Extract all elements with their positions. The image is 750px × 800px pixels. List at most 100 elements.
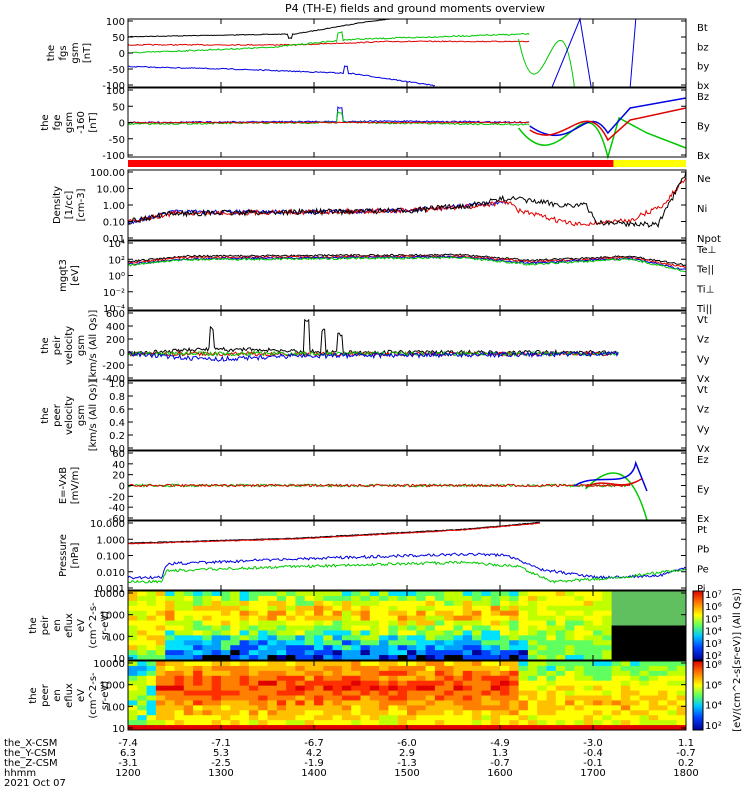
spec-cell [407,715,417,721]
spec-cell [230,690,241,696]
spec-cell [146,620,157,626]
spec-cell [202,705,213,711]
spec-cell [537,690,547,696]
spec-cell [397,690,408,696]
spec-cell [155,591,166,597]
spec-cell [630,720,640,726]
spec-cell [388,685,399,692]
spec-cell [304,640,315,646]
spec-cell [630,695,640,701]
spec-cell [462,705,473,711]
spec-cell [211,630,222,636]
spec-cell [388,670,399,677]
spec-cell [518,715,529,721]
spec-cell [258,700,268,706]
ytick-label: -100 [102,151,125,162]
spec-cell [472,661,482,667]
spec-cell [676,591,687,597]
spec-cell [462,695,473,701]
spec-cell [648,670,659,677]
spec-cell [611,655,622,661]
spec-cell [193,625,203,631]
spec-cell [341,665,352,672]
axis-row-value: 1400 [301,768,326,779]
ylabel-line: en [52,689,63,702]
spec-cell [620,695,631,701]
spec-cell [351,710,361,716]
spec-cell [658,661,668,667]
spec-cell [583,725,594,731]
spec-cell [639,591,650,597]
spec-cell [639,720,650,726]
spec-cell [490,720,501,726]
spec-cell [174,700,185,706]
axis-row-value: 2.9 [399,748,415,759]
spec-cell [509,605,520,612]
spec-cell [397,600,408,607]
spec-cell [565,680,575,687]
spec-cell [183,645,194,651]
spec-cell [369,591,380,597]
spec-cell [593,661,603,667]
ytick-label: 50 [112,33,125,44]
spec-cell [360,605,371,612]
spec-cell [221,591,231,597]
spec-cell [565,725,575,731]
spec-cell [360,710,371,716]
spec-cell [500,600,510,607]
spec-cell [146,661,157,667]
spec-cell [434,661,445,667]
spec-cell [658,710,668,716]
spec-cell [341,670,352,677]
spec-cell [341,700,352,706]
spec-cell [314,655,324,661]
spec-cell [295,661,306,667]
spec-cell [211,595,222,602]
spec-cell [248,685,259,692]
spec-cell [611,680,622,687]
spec-cell [434,635,445,641]
spec-cell [286,620,296,626]
spec-cell [155,620,166,626]
spec-cell [388,695,399,701]
spec-cell [258,690,268,696]
spec-cell [509,625,520,631]
spec-cell [165,705,175,711]
spec-cell [360,725,371,731]
spec-cell [453,655,464,661]
ylabel-line: peer [40,683,51,707]
spec-cell [248,680,259,687]
spec-cell [509,720,520,726]
spec-cell [248,595,259,602]
spec-cell [472,695,482,701]
spec-cell [490,610,501,617]
spec-cell [630,630,640,636]
spec-cell [165,725,175,731]
spec-cell [546,725,557,731]
spec-cell [369,630,380,636]
spec-cell [221,690,231,696]
spec-cell [304,665,315,672]
spec-cell [518,665,529,672]
spec-cell [276,650,287,656]
ytick-label: 10² [108,255,125,266]
spec-cell [230,620,241,626]
spec-cell [537,680,547,687]
spec-cell [202,591,213,597]
spec-cell [593,640,603,646]
spec-cell [211,661,222,667]
spec-cell [500,605,510,612]
spec-cell [379,715,389,721]
spec-cell [323,640,334,646]
spec-cell [174,620,185,626]
spec-cell [611,720,622,726]
spec-cell [648,720,659,726]
spec-cell [583,605,594,612]
spec-cell [676,630,687,636]
spec-cell [425,670,436,677]
spec-cell [574,625,585,631]
spec-cell [304,620,315,626]
spec-cell [658,670,668,677]
spec-cell [555,610,566,617]
spec-cell [248,690,259,696]
